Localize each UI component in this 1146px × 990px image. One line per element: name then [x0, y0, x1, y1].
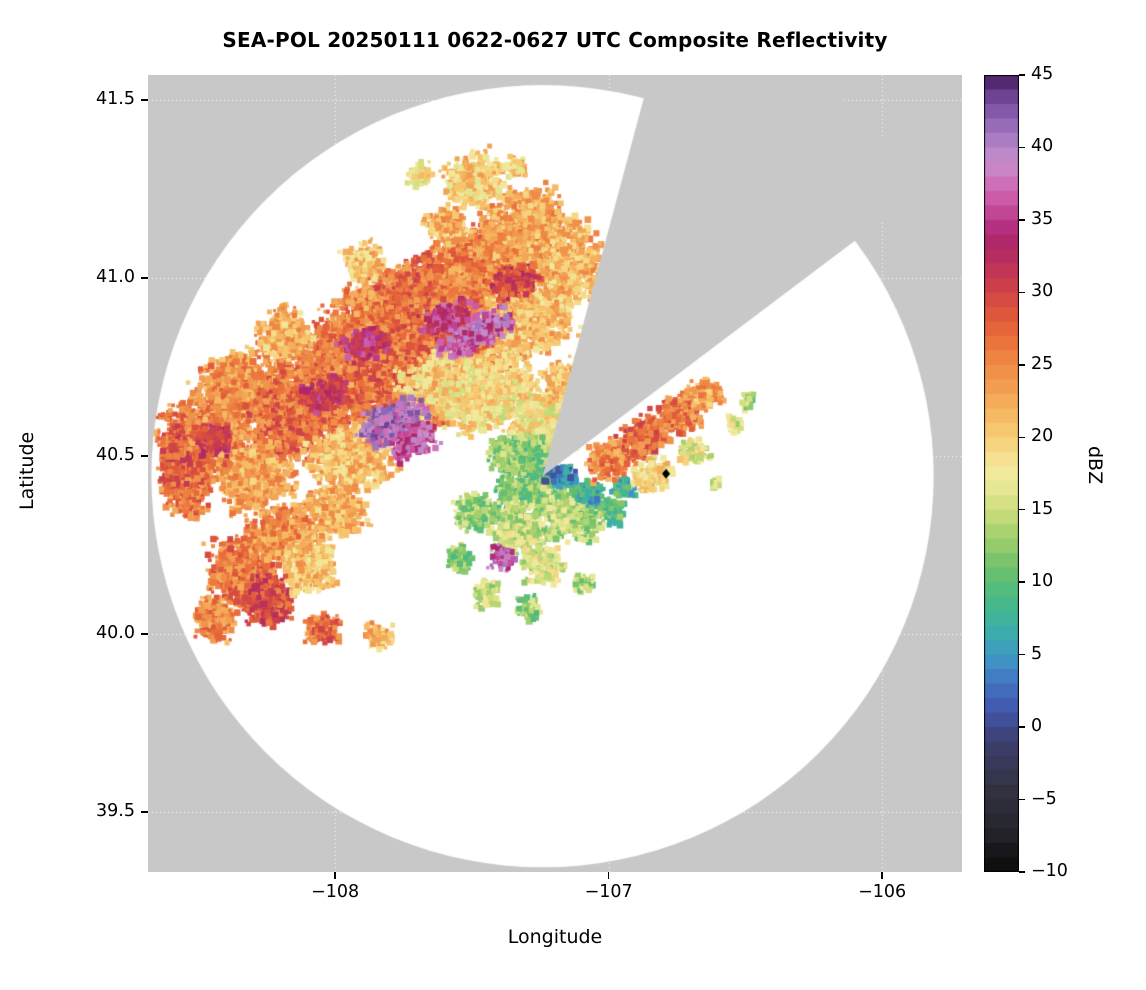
colorbar-tick-label: 25	[1031, 353, 1054, 374]
colorbar-tick-mark	[1019, 653, 1025, 656]
y-tick-label: 39.5	[96, 800, 135, 821]
colorbar-tick-mark	[1019, 74, 1025, 76]
chart-title: SEA-POL 20250111 0622-0627 UTC Composite…	[222, 28, 888, 52]
x-tick-label: −106	[858, 882, 907, 902]
colorbar-tick-label: 30	[1031, 281, 1054, 302]
colorbar-label: dBZ	[1084, 446, 1106, 485]
x-tick-mark	[881, 872, 883, 879]
y-tick-label: 41.5	[96, 88, 135, 109]
radar-map-canvas	[148, 75, 962, 872]
x-axis-label: Longitude	[507, 926, 603, 948]
colorbar-tick-label: 40	[1031, 136, 1054, 157]
x-tick-label: −108	[311, 882, 360, 902]
colorbar-tick-label: 15	[1031, 498, 1054, 519]
colorbar-canvas	[984, 75, 1019, 872]
x-tick-mark	[607, 872, 610, 879]
y-tick-mark	[141, 633, 148, 635]
x-tick-label: −107	[584, 882, 633, 902]
colorbar-tick-mark	[1019, 219, 1025, 221]
colorbar-tick-mark	[1019, 364, 1025, 366]
colorbar-tick-label: −5	[1031, 788, 1057, 809]
colorbar-tick-mark	[1019, 871, 1025, 873]
colorbar-tick-label: 5	[1031, 643, 1043, 664]
y-tick-mark	[141, 455, 148, 457]
colorbar-tick-mark	[1019, 291, 1025, 294]
colorbar-tick-label: 10	[1031, 571, 1054, 592]
y-tick-label: 40.0	[96, 622, 135, 643]
y-tick-label: 40.5	[96, 444, 135, 465]
colorbar-tick-label: 0	[1031, 716, 1043, 737]
colorbar-tick-mark	[1019, 581, 1025, 583]
colorbar-tick-mark	[1019, 726, 1025, 728]
x-tick-mark	[334, 872, 336, 879]
y-tick-mark	[141, 811, 148, 813]
y-tick-mark	[141, 277, 148, 279]
colorbar-tick-mark	[1019, 508, 1025, 511]
y-tick-mark	[141, 99, 148, 101]
colorbar-tick-mark	[1019, 798, 1025, 801]
colorbar-tick-label: 20	[1031, 426, 1054, 447]
colorbar-tick-label: 35	[1031, 208, 1054, 229]
y-axis-label: Latitude	[16, 431, 38, 510]
colorbar-tick-mark	[1019, 146, 1025, 149]
y-tick-label: 41.0	[96, 266, 135, 287]
colorbar-tick-label: −10	[1031, 861, 1068, 881]
colorbar-tick-label: 45	[1031, 64, 1054, 84]
colorbar-tick-mark	[1019, 436, 1025, 439]
